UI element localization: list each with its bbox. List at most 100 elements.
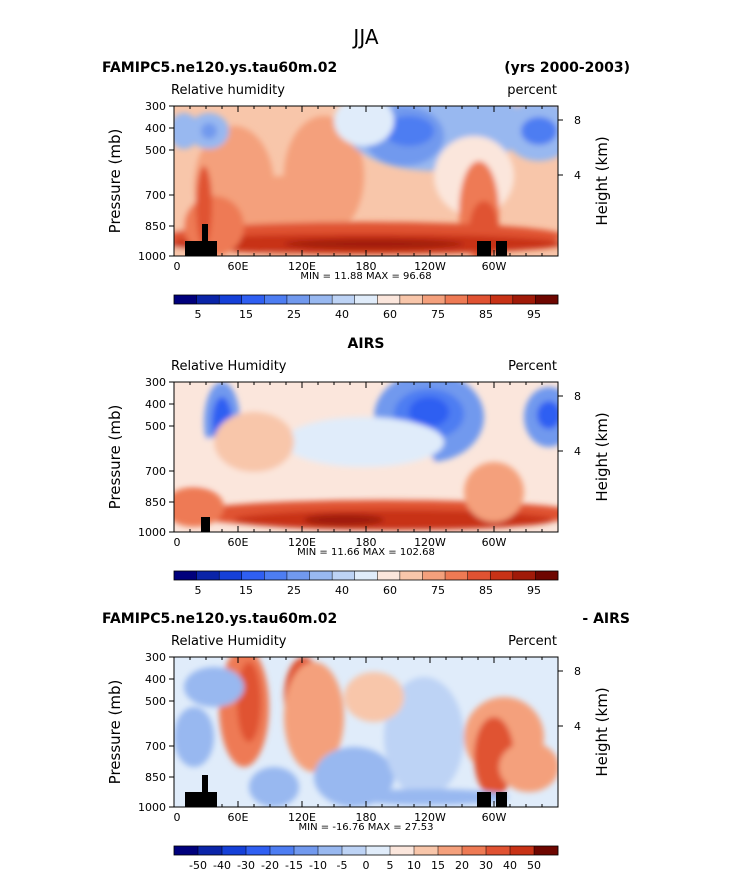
colorbar-swatch — [399, 571, 423, 580]
colorbar-label: 75 — [431, 584, 445, 597]
y-tick-label: 300 — [145, 376, 166, 389]
colorbar-label: -10 — [309, 859, 327, 872]
field-blob — [174, 707, 214, 767]
colorbar-swatch — [445, 571, 468, 580]
field-blob — [409, 397, 449, 427]
colorbar-frame — [173, 294, 559, 305]
colorbar-label: 0 — [363, 859, 370, 872]
topography-block — [185, 241, 217, 256]
colorbar-swatch — [512, 295, 536, 304]
y-tick-label: 400 — [145, 673, 166, 686]
topography-block — [201, 517, 210, 532]
topography-block — [202, 775, 208, 792]
y-tick-label: 1000 — [138, 801, 166, 814]
colorbar-swatch — [270, 846, 295, 855]
colorbar-swatch — [264, 295, 288, 304]
field-blob — [234, 510, 554, 530]
colorbar-swatch — [354, 295, 378, 304]
field-blob — [284, 239, 464, 249]
y-tick-label: 700 — [145, 740, 166, 753]
field-blob — [249, 767, 299, 807]
x-tick-label: 120E — [288, 260, 316, 273]
x-tick-label: 180 — [356, 811, 377, 824]
colorbar-label: -30 — [237, 859, 255, 872]
colorbar-label: -50 — [189, 859, 207, 872]
field-blob — [174, 113, 199, 149]
x-tick-label: 0 — [174, 260, 181, 273]
colorbar-swatch — [196, 571, 220, 580]
colorbar-swatch — [535, 571, 559, 580]
colorbar-label: 5 — [195, 584, 202, 597]
colorbar-label: 15 — [239, 584, 253, 597]
x-tick-label: 60E — [228, 536, 249, 549]
field-blob — [344, 672, 404, 722]
y2-tick-label: 8 — [574, 390, 581, 403]
field-blob — [284, 417, 444, 467]
y2-tick-label: 8 — [574, 114, 581, 127]
x-tick-label: 180 — [356, 536, 377, 549]
colorbar-swatch — [342, 846, 367, 855]
colorbar: 5 15 25 40 60 75 85 95 — [173, 570, 559, 597]
colorbar-swatch — [390, 846, 415, 855]
colorbar-swatch — [512, 571, 536, 580]
x-tick-label: 60E — [228, 260, 249, 273]
y-tick-label: 700 — [145, 189, 166, 202]
y2-tick-label: 8 — [574, 665, 581, 678]
x-tick-label: 60W — [482, 811, 507, 824]
y2-axis-title: Height (km) — [593, 412, 611, 501]
colorbar-swatch — [354, 571, 378, 580]
panel-field-label: Relative Humidity — [171, 634, 287, 649]
colorbar-swatch — [309, 571, 333, 580]
colorbar-swatch — [467, 295, 491, 304]
y-tick-label: 300 — [145, 651, 166, 664]
y-tick-label: 700 — [145, 465, 166, 478]
colorbar-label: 15 — [239, 308, 253, 321]
y-axis-title: Pressure (mb) — [106, 405, 124, 510]
y2-axis-title: Height (km) — [593, 136, 611, 225]
y2-tick-label: 4 — [574, 445, 581, 458]
topography-block — [477, 792, 491, 807]
min-max-stats: MIN = -16.76 MAX = 27.53 — [299, 822, 434, 833]
field-blob — [304, 514, 384, 526]
colorbar-swatch — [286, 571, 310, 580]
colorbar-swatch — [490, 571, 514, 580]
field-blob — [464, 462, 524, 522]
colorbar-swatch — [438, 846, 463, 855]
colorbar-swatch — [377, 571, 401, 580]
min-max-stats: MIN = 11.88 MAX = 96.68 — [300, 271, 431, 282]
y-axis-title: Pressure (mb) — [106, 680, 124, 785]
colorbar-label: 95 — [527, 308, 541, 321]
colorbar-swatch — [414, 846, 439, 855]
colorbar-swatch — [422, 295, 446, 304]
min-max-stats: MIN = 11.66 MAX = 102.68 — [297, 547, 435, 558]
colorbar-label: 25 — [287, 308, 301, 321]
x-tick-label: 120W — [414, 536, 446, 549]
panel-2: AIRS Relative Humidity Percent 0 60E 120E 180 1… — [106, 336, 611, 597]
field-blob — [384, 677, 464, 797]
colorbar-swatch — [241, 295, 265, 304]
colorbar-label: 40 — [335, 308, 349, 321]
field-blob — [174, 487, 224, 527]
colorbar-label: -20 — [261, 859, 279, 872]
y-tick-label: 500 — [145, 144, 166, 157]
colorbar-label: 5 — [195, 308, 202, 321]
field-blob — [214, 412, 294, 472]
colorbar-label: 40 — [503, 859, 517, 872]
colorbar-swatch — [222, 846, 247, 855]
y2-axis-title: Height (km) — [593, 687, 611, 776]
colorbar-label: 10 — [407, 859, 421, 872]
y-tick-label: 500 — [145, 420, 166, 433]
colorbar-swatch — [377, 295, 401, 304]
x-tick-label: 120W — [414, 260, 446, 273]
colorbar-swatch — [535, 295, 559, 304]
panels-group: FAMIPC5.ne120.ys.tau60m.02 (yrs 2000-2003… — [102, 60, 630, 872]
colorbar-swatch — [219, 295, 243, 304]
x-tick-label: 60W — [482, 260, 507, 273]
field-blob — [284, 662, 344, 772]
colorbar-swatch — [366, 846, 391, 855]
y-tick-label: 850 — [145, 771, 166, 784]
panel-case-name: FAMIPC5.ne120.ys.tau60m.02 — [102, 60, 337, 76]
colorbar-swatch — [286, 295, 310, 304]
colorbar-swatch — [332, 571, 356, 580]
